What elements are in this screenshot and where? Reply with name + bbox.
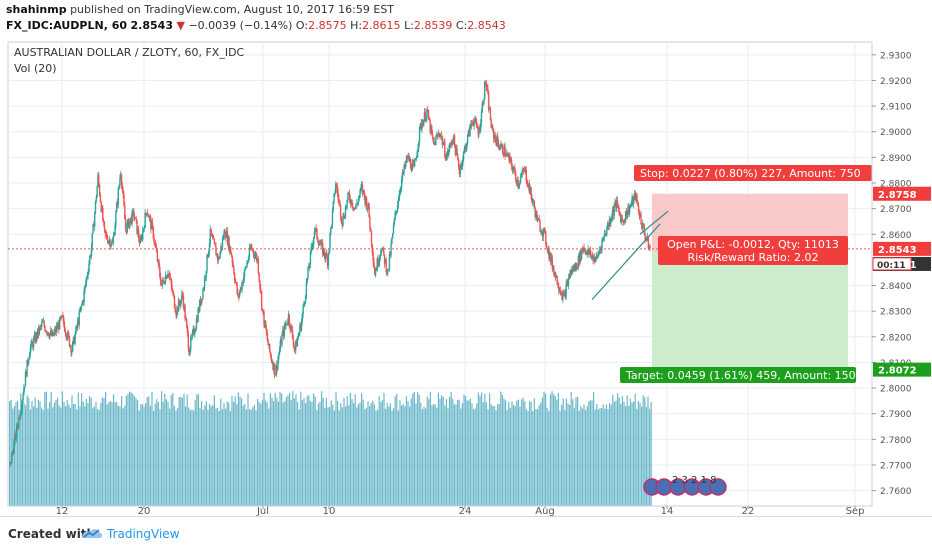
symbol-name[interactable]: FX_IDC:AUDPLN, 60 [6,19,128,32]
pnl-label[interactable]: Open P&L: -0.0012, Qty: 11013 Risk/Rewar… [658,236,848,265]
price-tag-label: 2.8543 [878,245,917,256]
price-tick-label: 2.7600 [880,487,912,497]
price-tick-label: 2.8900 [880,154,912,164]
volume-bars [9,391,652,506]
time-tick-label: Jul [256,506,269,516]
target-label-text: Target: 0.0459 (1.61%) 459, Amount: 1505… [625,369,873,382]
chart-title: AUSTRALIAN DOLLAR / ZLOTY, 60, FX_IDC [14,46,245,59]
price-tick-label: 2.8400 [880,282,912,292]
tradingview-logo-icon[interactable] [80,525,104,541]
close-value: 2.8543 [467,19,506,32]
low-value: 2.8539 [413,19,453,32]
price-tick-label: 2.8300 [880,308,912,318]
price-tick-label: 2.9100 [880,103,912,113]
chart-area[interactable]: AUSTRALIAN DOLLAR / ZLOTY, 60, FX_IDC Vo… [0,36,932,517]
open-value: 2.8575 [308,19,347,32]
take-profit-zone[interactable] [652,251,848,370]
price-tag-label: 2.8072 [878,366,917,377]
low-label: L: [404,19,414,32]
open-label: O: [295,19,309,32]
price-tick-label: 2.8700 [880,205,912,215]
time-tick-label: 14 [661,506,674,516]
time-tick-label: 22 [742,506,755,516]
volume-label: Vol (20) [14,62,57,75]
risk-reward-text: Risk/Reward Ratio: 2.02 [688,251,819,264]
trend-line-upper[interactable] [639,210,669,235]
pnl-label-bg [658,236,848,265]
time-tick-label: 24 [459,506,472,516]
author-name[interactable]: shahinmp [6,3,67,16]
trend-line[interactable] [591,223,661,301]
time-tick-label: Sep [846,506,865,516]
candlesticks [9,79,651,467]
time-axis[interactable]: 12 20 Jul 10 24 Aug 14 22 Sep [8,505,872,517]
time-tick-label: 12 [56,506,69,516]
time-tick-label: 20 [138,506,151,516]
price-tick-label: 2.7700 [880,461,912,471]
flag-icon[interactable] [709,478,727,496]
time-tick-label: 10 [323,506,336,516]
chart-title-group: AUSTRALIAN DOLLAR / ZLOTY, 60, FX_IDC Vo… [14,46,245,75]
stop-label-text: Stop: 0.0227 (0.80%) 227, Amount: 750 [640,167,861,180]
tradingview-brand[interactable]: TradingView [107,527,180,541]
price-tick-label: 2.7900 [880,410,912,420]
high-value: 2.8615 [362,19,401,32]
published-text: published on TradingView.com, August 10,… [70,3,395,16]
stop-label[interactable]: Stop: 0.0227 (0.80%) 227, Amount: 750 [634,165,872,181]
time-tick-label: Aug [535,506,555,516]
down-arrow-icon: ▼ [176,19,185,32]
price-tick-label: 2.8000 [880,385,912,395]
stop-label-bg [634,165,872,181]
events-digits: 2 3 2 1 8 [672,475,717,486]
price-tick-label: 2.8200 [880,333,912,343]
footer: Created with TradingView [0,516,932,551]
price-tick-label: 2.8800 [880,179,912,189]
symbol-info: FX_IDC:AUDPLN, 60 2.8543 ▼ −0.0039 (−0.1… [6,19,506,32]
price-tick-label: 2.9300 [880,51,912,61]
target-label[interactable]: Target: 0.0459 (1.61%) 459, Amount: 1505… [620,367,873,383]
price-change: −0.0039 (−0.14%) [188,19,293,32]
economic-events[interactable]: 2 3 2 1 8 [643,475,727,496]
price-axis[interactable]: 2.93002.92002.91002.90002.89002.88002.87… [871,42,930,506]
high-label: H: [350,19,363,32]
price-tick-label: 2.7800 [880,436,912,446]
chart-header: shahinmp published on TradingView.com, A… [0,0,932,36]
target-label-bg [620,367,856,383]
created-with-text: Created with [8,527,96,541]
publish-info: shahinmp published on TradingView.com, A… [6,3,394,16]
price-tick-label: 2.9200 [880,77,912,87]
price-chart[interactable]: AUSTRALIAN DOLLAR / ZLOTY, 60, FX_IDC Vo… [0,36,932,517]
last-price: 2.8543 [130,19,173,32]
close-label: C: [455,19,468,32]
pnl-label-text: Open P&L: -0.0012, Qty: 11013 [667,238,839,251]
price-tag-label: 2.8758 [878,190,917,201]
price-tick-label: 2.8600 [880,231,912,241]
position-zones[interactable] [652,193,848,370]
bar-countdown: 00:11 [877,261,906,271]
price-tick-label: 2.9000 [880,128,912,138]
